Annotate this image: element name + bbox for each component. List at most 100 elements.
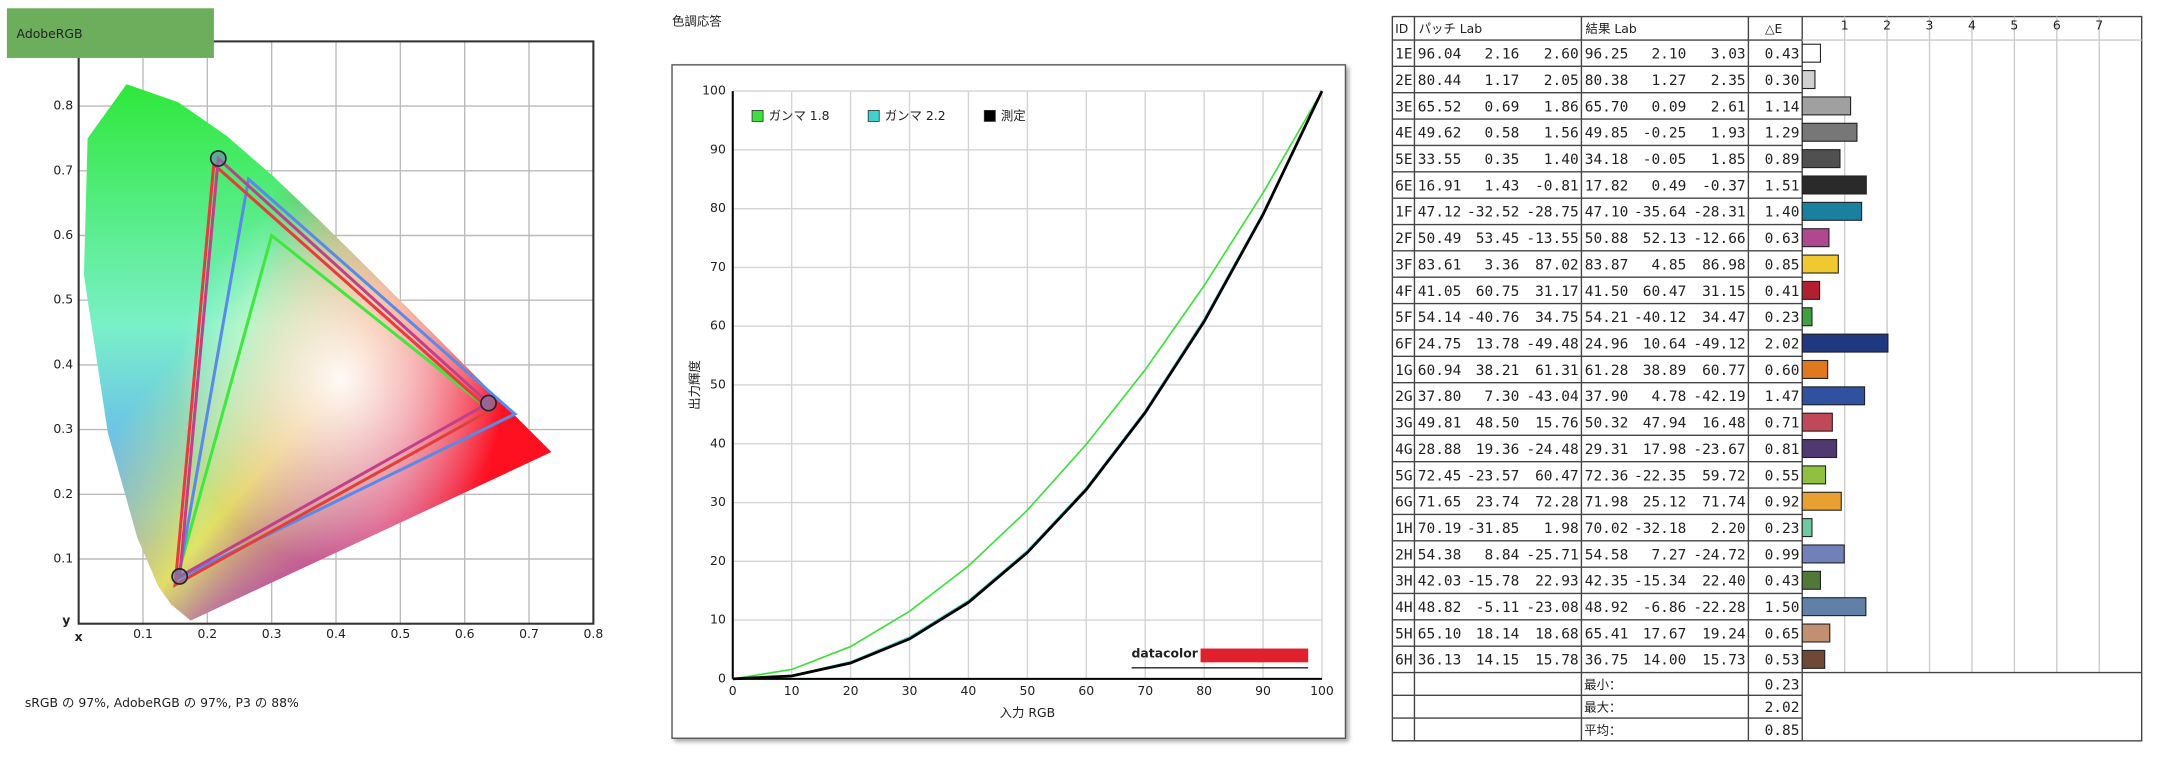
table-cell: 31.15 xyxy=(1702,284,1746,300)
table-cell: 60.47 xyxy=(1643,284,1687,300)
table-cell: -12.66 xyxy=(1693,231,1745,247)
table-panel: 1 2 3 4 5 6 7 ID パッチ Lab 結果 Lab △E 1E 96.04 2.16 2.60 9… xyxy=(1391,15,2143,742)
table-cell: 0.35 xyxy=(1484,152,1519,168)
table-cell: 53.45 xyxy=(1476,231,1520,247)
delta-e-bar xyxy=(1801,43,1822,63)
chart-title: AdobeRGB xyxy=(17,26,83,41)
y-tick-label: 0.6 xyxy=(53,227,73,242)
table-cell: -49.12 xyxy=(1693,336,1745,352)
table-cell: 0.65 xyxy=(1765,626,1800,642)
x-tick-label: 0.4 xyxy=(326,626,346,641)
table-cell: -40.12 xyxy=(1634,310,1686,326)
table-cell: 0.30 xyxy=(1765,73,1800,89)
table-cell: -31.85 xyxy=(1467,521,1519,537)
column-header: パッチ Lab xyxy=(1419,21,1483,36)
table-cell: 1E xyxy=(1395,47,1412,63)
table-cell: 2.20 xyxy=(1711,521,1746,537)
table-cell: 7.30 xyxy=(1484,389,1519,405)
table-cell: 4F xyxy=(1395,284,1412,300)
table-cell: 29.31 xyxy=(1585,442,1629,458)
table-cell: 36.13 xyxy=(1418,653,1462,669)
table-cell: 13.78 xyxy=(1476,336,1520,352)
gamut-point xyxy=(480,394,497,412)
table-cell: 19.36 xyxy=(1476,442,1520,458)
table-cell: 0.63 xyxy=(1765,231,1800,247)
table-cell: -42.19 xyxy=(1693,389,1745,405)
y-tick-label: 0 xyxy=(718,670,726,685)
summary-label: 最小： xyxy=(1584,677,1621,692)
y-tick-label: 0.8 xyxy=(53,98,73,113)
table-cell: 1.14 xyxy=(1765,99,1800,115)
table-cell: 1.47 xyxy=(1765,389,1800,405)
table-cell: 0.23 xyxy=(1765,310,1800,326)
table-cell: 24.75 xyxy=(1418,336,1462,352)
table-cell: 87.02 xyxy=(1535,257,1579,273)
plot-frame xyxy=(77,40,595,625)
series-line xyxy=(732,90,1324,681)
table-cell: 0.58 xyxy=(1484,126,1519,142)
table-cell: 50.32 xyxy=(1585,416,1629,432)
table-cell: -23.57 xyxy=(1467,468,1519,484)
gamut-point xyxy=(209,150,227,167)
delta-e-bar xyxy=(1801,544,1845,564)
column-header: △E xyxy=(1765,21,1783,36)
y-tick-label: 0.2 xyxy=(53,486,73,501)
gamut-panel: 0.1 0.2 0.3 0.4 0.5 0.6 0.7 0.8 0.1 0.2 0.3 0.4 0.5 0… xyxy=(6,8,604,710)
delta-e-bar xyxy=(1801,280,1821,300)
table-cell: -0.25 xyxy=(1643,126,1687,142)
table-cell: 17.98 xyxy=(1643,442,1687,458)
table-cell: -25.71 xyxy=(1526,547,1578,563)
table-cell: 1.29 xyxy=(1765,126,1800,142)
table-cell: 48.82 xyxy=(1418,600,1462,616)
table-cell: -23.08 xyxy=(1526,600,1578,616)
table-cell: 1.51 xyxy=(1765,178,1800,194)
x-tick-label: 0.3 xyxy=(262,626,282,641)
table-cell: 17.82 xyxy=(1585,178,1629,194)
table-cell: 49.85 xyxy=(1585,126,1629,142)
table-cell: 54.14 xyxy=(1418,310,1462,326)
table-cell: 48.50 xyxy=(1476,416,1520,432)
summary-value: 2.02 xyxy=(1765,700,1800,716)
column-header: ID xyxy=(1395,21,1408,36)
delta-e-bar xyxy=(1801,386,1866,406)
table-cell: 37.80 xyxy=(1418,389,1462,405)
table-cell: 60.77 xyxy=(1702,363,1746,379)
table-cell: -24.48 xyxy=(1526,442,1578,458)
table-cell: 80.44 xyxy=(1418,73,1462,89)
delta-e-bar xyxy=(1801,597,1867,617)
table-cell: 31.17 xyxy=(1535,284,1579,300)
delta-e-bar xyxy=(1801,96,1852,116)
legend-swatch xyxy=(751,109,764,122)
summary-value: 0.23 xyxy=(1765,677,1800,693)
table-cell: 19.24 xyxy=(1702,626,1746,642)
table-cell: 49.62 xyxy=(1418,126,1462,142)
table-cell: 34.18 xyxy=(1585,152,1629,168)
table-cell: 1.40 xyxy=(1544,152,1579,168)
table-cell: 42.03 xyxy=(1418,574,1462,590)
bar-tick-label: 1 xyxy=(1841,18,1849,33)
table-cell: 60.75 xyxy=(1476,284,1520,300)
caption: sRGB の 97%, AdobeRGB の 97%, P3 の 88% xyxy=(25,695,299,710)
table-cell: -28.75 xyxy=(1526,205,1578,221)
table-cell: 8.84 xyxy=(1484,547,1519,563)
x-tick-label: 90 xyxy=(1255,683,1271,698)
table-cell: 1.43 xyxy=(1484,178,1519,194)
x-tick-label: 0.8 xyxy=(584,626,604,641)
delta-e-bar xyxy=(1801,359,1829,379)
table-cell: 34.75 xyxy=(1535,310,1579,326)
table-cell: 1.85 xyxy=(1711,152,1746,168)
table-cell: 0.49 xyxy=(1651,178,1686,194)
delta-e-bar xyxy=(1801,254,1839,274)
delta-e-bar xyxy=(1801,623,1831,643)
y-tick-label: 70 xyxy=(710,259,726,274)
table-cell: -35.64 xyxy=(1634,205,1687,221)
table-cell: 7.27 xyxy=(1651,547,1686,563)
table-cell: 2G xyxy=(1395,389,1412,405)
table-cell: 2.10 xyxy=(1651,47,1686,63)
table-cell: 17.67 xyxy=(1643,626,1687,642)
y-tick-label: 100 xyxy=(702,83,726,98)
table-cell: 6H xyxy=(1395,653,1412,669)
bar-tick-label: 5 xyxy=(2010,18,2018,33)
delta-e-bar xyxy=(1801,518,1813,538)
